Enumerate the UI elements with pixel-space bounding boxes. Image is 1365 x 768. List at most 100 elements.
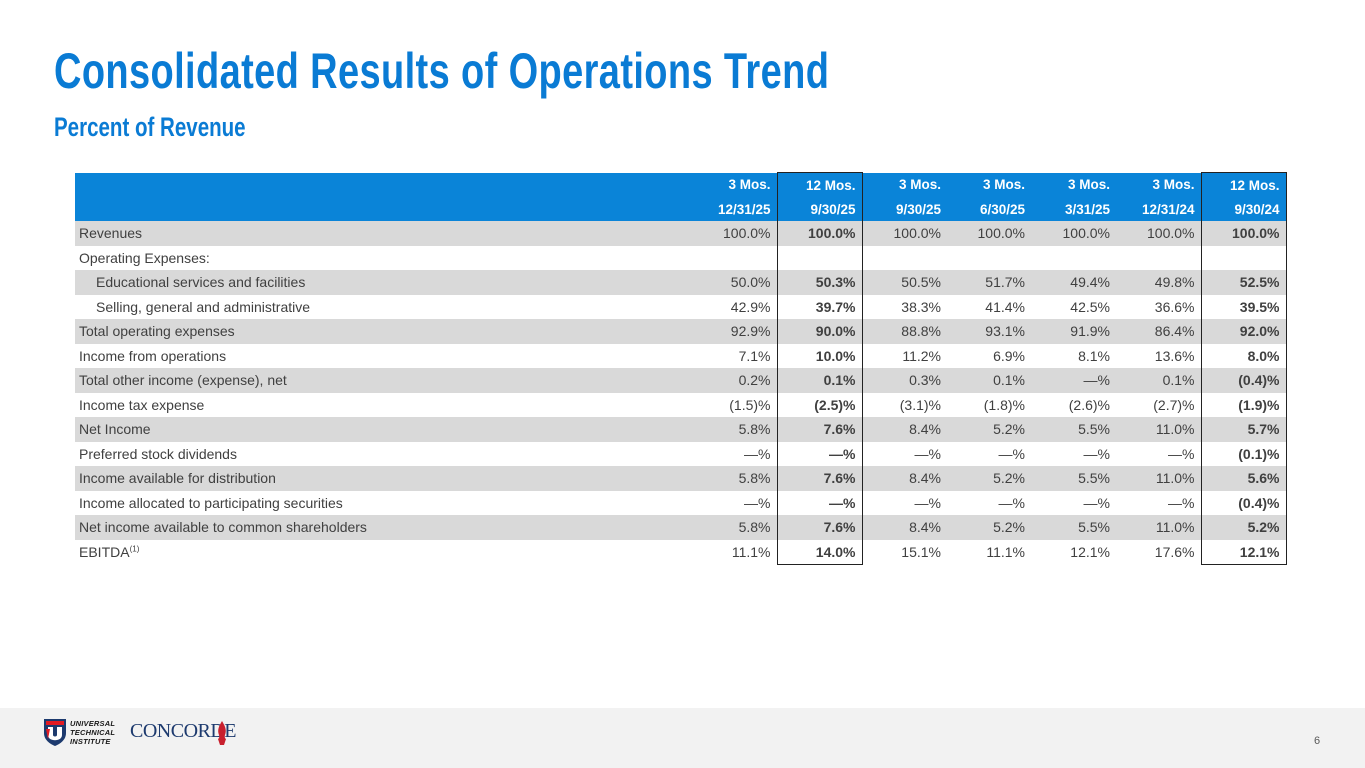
value-cell: 13.6% (1154, 347, 1195, 364)
header-date-cell: 9/30/25 (776, 197, 863, 221)
row-label-text: Income allocated to participating securi… (79, 494, 343, 511)
value-cell: 17.6% (1154, 544, 1195, 560)
row-label: Educational services and facilities (75, 270, 691, 295)
value-cell: —% (744, 445, 771, 462)
value-cell: 15.1% (901, 544, 941, 560)
value-cell (1031, 246, 1116, 271)
row-label: Total operating expenses (75, 319, 691, 344)
concorde-logo: CONCORDE (130, 720, 237, 745)
value-cell: (1.8)% (983, 396, 1025, 413)
row-label: EBITDA(1) (75, 540, 691, 565)
value-cell: 10.0% (776, 343, 863, 368)
row-label: Income from operations (75, 344, 691, 369)
value-cell: 12.1% (1070, 544, 1110, 560)
value-cell: 90.0% (776, 319, 863, 344)
value-cell: 8.4% (909, 470, 941, 487)
value-cell: 42.5% (1070, 298, 1110, 315)
value-cell: 50.0% (730, 274, 771, 291)
table-row: Net Income 5.8% 7.6% 8.4% 5.2% 5.5% 11.0% 5.7% (75, 417, 1287, 442)
value-cell: (2.6)% (1068, 396, 1110, 413)
page-number: 6 (1314, 735, 1321, 747)
row-label-text: Educational services and facilities (96, 274, 306, 291)
value-cell: (0.4)% (1200, 490, 1287, 515)
value-cell (947, 246, 1031, 271)
table-row: Net income available to common sharehold… (75, 515, 1287, 540)
value-cell: 100.0% (1147, 225, 1195, 242)
row-label: Selling, general and administrative (75, 295, 691, 320)
header-date-cell: 9/30/24 (1200, 197, 1287, 221)
table-row: EBITDA(1) 11.1% 14.0% 15.1% 11.1% 12.1% 17.6% 1… (75, 539, 1287, 565)
header-date-cell: 3/31/25 (1064, 201, 1110, 217)
value-cell: —% (1083, 372, 1110, 389)
value-cell: 38.3% (901, 298, 941, 315)
value-cell (862, 246, 947, 271)
value-cell: 5.7% (1200, 417, 1287, 442)
value-cell: 5.5% (1078, 421, 1110, 438)
table-body: Revenues 100.0% 100.0% 100.0% 100.0% 100.0% 10… (75, 221, 1287, 565)
value-cell: 50.5% (901, 274, 941, 291)
footnote-marker: (1) (129, 544, 140, 554)
value-cell: 91.9% (1070, 323, 1110, 340)
row-label: Preferred stock dividends (75, 442, 691, 467)
value-cell: —% (914, 445, 941, 462)
value-cell: —% (744, 494, 771, 511)
header-period-cell: 3 Mos. (1067, 177, 1110, 193)
value-cell: 5.2% (993, 470, 1025, 487)
value-cell: 5.6% (1200, 466, 1287, 491)
table-row: Income tax expense (1.5)% (2.5)% (3.1)% (1.8… (75, 392, 1287, 418)
value-cell: —% (1083, 445, 1110, 462)
header-date-cell: 12/31/25 (717, 201, 771, 217)
row-label: Income available for distribution (75, 466, 691, 491)
value-cell: 11.0% (1155, 421, 1195, 438)
row-label-text: Net income available to common sharehold… (79, 519, 367, 536)
value-cell: 39.5% (1200, 294, 1287, 319)
value-cell: 7.1% (738, 347, 771, 364)
table-row: Operating Expenses: (75, 245, 1287, 271)
uti-logo-line: UNIVERSAL (70, 719, 116, 728)
value-cell: 5.8% (738, 470, 771, 487)
value-cell: 5.5% (1078, 470, 1110, 487)
row-label-text: EBITDA (79, 544, 130, 560)
header-period-cell: 3 Mos. (728, 177, 771, 193)
value-cell: 6.9% (993, 347, 1025, 364)
header-period-cell: 12 Mos. (1200, 172, 1287, 197)
value-cell: 11.1% (986, 544, 1025, 560)
uti-shield-icon (44, 719, 66, 746)
value-cell: —% (998, 494, 1025, 511)
value-cell: 0.2% (738, 372, 771, 389)
value-cell: 5.8% (738, 421, 771, 438)
table-row: Preferred stock dividends —% —% —% —% —% —% (0.… (75, 441, 1287, 467)
value-cell: 7.6% (776, 466, 863, 491)
value-cell: 100.0% (723, 225, 771, 242)
results-table: 3 Mos. 12 Mos. 3 Mos. 3 Mos. 3 Mos. 3 Mo… (75, 172, 1287, 565)
value-cell: 100.0% (1062, 225, 1110, 242)
row-label-text: Selling, general and administrative (96, 298, 311, 315)
value-cell: 93.1% (985, 323, 1025, 340)
value-cell: 100.0% (776, 221, 863, 246)
value-cell: 8.1% (1078, 347, 1110, 364)
value-cell: 11.2% (902, 347, 941, 364)
row-label-text: Total operating expenses (79, 323, 235, 340)
value-cell: 11.1% (731, 544, 771, 560)
value-cell: 49.8% (1154, 274, 1195, 291)
row-label-text: Total other income (expense), net (79, 372, 287, 389)
value-cell: —% (1083, 494, 1110, 511)
value-cell: 100.0% (893, 225, 941, 242)
value-cell: 7.6% (776, 515, 863, 540)
table-row: Total operating expenses 92.9% 90.0% 88.8% 9… (75, 319, 1287, 344)
value-cell: 12.1% (1200, 539, 1287, 565)
value-cell: (0.4)% (1200, 368, 1287, 393)
row-label: Income tax expense (75, 393, 691, 418)
value-cell: —% (776, 441, 863, 466)
value-cell: 5.2% (993, 519, 1025, 536)
concorde-logo-text: CONCORDE (130, 720, 237, 742)
header-date-cell: 9/30/25 (895, 201, 941, 217)
value-cell: (1.9)% (1200, 392, 1287, 417)
value-cell: —% (998, 445, 1025, 462)
row-label: Total other income (expense), net (75, 368, 691, 393)
table-row: Income allocated to participating securi… (75, 490, 1287, 515)
page-subtitle: Percent of Revenue (54, 112, 246, 142)
row-label-text: Income tax expense (79, 396, 205, 413)
value-cell: 39.7% (776, 294, 863, 319)
value-cell: 5.8% (738, 519, 771, 536)
